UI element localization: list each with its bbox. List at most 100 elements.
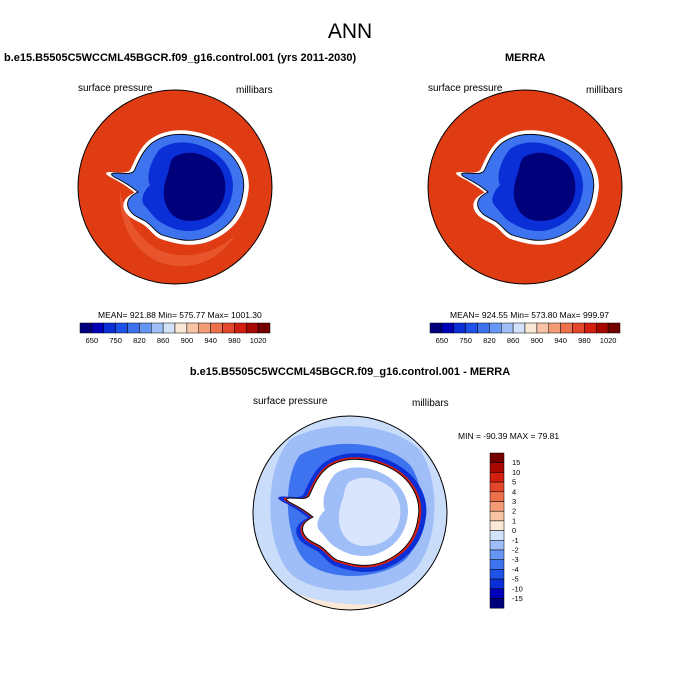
diff-colorbar-box xyxy=(489,510,505,522)
diff-colorbar-tick-label: 10 xyxy=(512,468,520,477)
model-colorbar: 650 750 820 860 900 940 980 1020 xyxy=(79,322,271,345)
diff-panel-title: b.e15.B5505C5WCCML45BGCR.f09_g16.control… xyxy=(189,366,511,378)
model-map xyxy=(77,89,273,285)
model-colorbar-box xyxy=(79,322,93,334)
diff-colorbar-tick-label: -1 xyxy=(512,536,519,545)
diff-colorbar-box xyxy=(489,559,505,570)
obs-colorbar-box xyxy=(524,322,538,334)
model-colorbar-tick-label: 860 xyxy=(157,336,170,345)
diff-colorbar-tick-label: -10 xyxy=(512,584,523,593)
diff-colorbar-box xyxy=(489,549,505,560)
diff-colorbar-box xyxy=(489,588,505,599)
diff-colorbar-box xyxy=(489,481,505,493)
obs-units-label: millibars xyxy=(586,85,623,96)
obs-colorbar-tick-label: 820 xyxy=(483,336,496,345)
obs-map-border xyxy=(427,89,623,285)
diff-colorbar-tick-label: -2 xyxy=(512,546,519,555)
model-colorbar-tick-label: 650 xyxy=(86,336,99,345)
model-colorbar-tick-label: 980 xyxy=(228,336,241,345)
model-map-border xyxy=(77,89,273,285)
obs-colorbar-box xyxy=(501,322,514,334)
obs-colorbar-tick-label: 860 xyxy=(507,336,520,345)
obs-colorbar: 650 750 820 860 900 940 980 1020 xyxy=(429,322,621,345)
model-colorbar-tick-label: 900 xyxy=(181,336,194,345)
model-colorbar-box xyxy=(151,322,164,334)
obs-colorbar-box xyxy=(548,322,561,334)
model-panel-title: b.e15.B5505C5WCCML45BGCR.f09_g16.control… xyxy=(4,52,357,64)
diff-colorbar-tick-label: -4 xyxy=(512,565,519,574)
obs-map xyxy=(427,89,623,285)
model-colorbar-box xyxy=(210,322,223,334)
model-colorbar-tick-label: 820 xyxy=(133,336,146,345)
diff-colorbar-box xyxy=(489,462,505,473)
model-colorbar-box xyxy=(162,322,176,334)
obs-colorbar-box xyxy=(560,322,573,334)
diff-variable-label: surface pressure xyxy=(253,396,328,407)
obs-variable-label: surface pressure xyxy=(428,83,503,94)
model-variable-label: surface pressure xyxy=(78,83,153,94)
model-colorbar-box xyxy=(246,322,259,334)
model-colorbar-box xyxy=(103,322,116,334)
obs-colorbar-box xyxy=(536,322,549,334)
diff-colorbar-box xyxy=(489,578,505,590)
obs-panel-title: MERRA xyxy=(505,52,546,64)
diff-colorbar-tick-label: 3 xyxy=(512,497,516,506)
obs-stats: MEAN= 924.55 Min= 573.80 Max= 999.97 xyxy=(450,310,610,320)
model-colorbar-box xyxy=(91,322,104,334)
diff-colorbar-tick-label: 15 xyxy=(512,458,520,467)
diff-colorbar-tick-label: 5 xyxy=(512,478,516,487)
model-colorbar-box xyxy=(222,322,235,334)
main-title: ANN xyxy=(327,20,373,43)
diff-colorbar-tick-label: -15 xyxy=(512,594,523,603)
diff-colorbar-tick-label: 4 xyxy=(512,487,516,496)
obs-colorbar-tick-label: 1020 xyxy=(600,336,617,345)
obs-colorbar-box xyxy=(429,322,443,334)
model-stats: MEAN= 921.88 Min= 575.77 Max= 1001.30 xyxy=(98,310,262,320)
diff-colorbar-tick-label: -5 xyxy=(512,575,519,584)
obs-colorbar-box xyxy=(453,322,466,334)
diff-colorbar-tick-label: 1 xyxy=(512,516,516,525)
obs-colorbar-box xyxy=(465,322,478,334)
model-colorbar-box xyxy=(139,322,152,334)
diff-colorbar-box xyxy=(489,520,505,531)
diff-colorbar-tick-label: 2 xyxy=(512,507,516,516)
model-colorbar-box xyxy=(115,322,128,334)
obs-colorbar-box xyxy=(607,322,621,334)
obs-colorbar-box xyxy=(596,322,609,334)
diff-colorbar-box xyxy=(489,472,505,483)
obs-colorbar-box xyxy=(441,322,454,334)
model-colorbar-box xyxy=(234,322,247,334)
model-colorbar-tick-label: 750 xyxy=(109,336,122,345)
model-colorbar-box xyxy=(174,322,188,334)
diff-units-label: millibars xyxy=(412,398,449,409)
diff-map-border xyxy=(252,415,448,611)
diff-colorbar-box xyxy=(489,540,505,551)
diff-colorbar-box xyxy=(489,452,505,463)
obs-colorbar-tick-label: 980 xyxy=(578,336,591,345)
model-colorbar-box xyxy=(198,322,211,334)
model-colorbar-box xyxy=(257,322,271,334)
diff-colorbar-tick-label: 0 xyxy=(512,526,516,535)
model-colorbar-box xyxy=(186,322,199,334)
diff-colorbar-box xyxy=(489,501,505,512)
obs-colorbar-box xyxy=(489,322,502,334)
diff-stats: MIN = -90.39 MAX = 79.81 xyxy=(458,431,560,441)
obs-colorbar-box xyxy=(584,322,597,334)
model-colorbar-box xyxy=(127,322,140,334)
diff-colorbar-tick-label: -3 xyxy=(512,555,519,564)
obs-colorbar-box xyxy=(512,322,526,334)
obs-colorbar-tick-label: 900 xyxy=(531,336,544,345)
model-colorbar-tick-label: 940 xyxy=(204,336,217,345)
obs-colorbar-tick-label: 940 xyxy=(554,336,567,345)
obs-colorbar-box xyxy=(572,322,585,334)
diff-colorbar-box xyxy=(489,569,505,580)
diff-colorbar-box xyxy=(489,491,505,502)
obs-colorbar-tick-label: 750 xyxy=(459,336,472,345)
diff-map xyxy=(252,415,448,611)
model-colorbar-tick-label: 1020 xyxy=(250,336,267,345)
obs-colorbar-tick-label: 650 xyxy=(436,336,449,345)
model-units-label: millibars xyxy=(236,85,273,96)
diff-colorbar-box xyxy=(489,530,505,541)
